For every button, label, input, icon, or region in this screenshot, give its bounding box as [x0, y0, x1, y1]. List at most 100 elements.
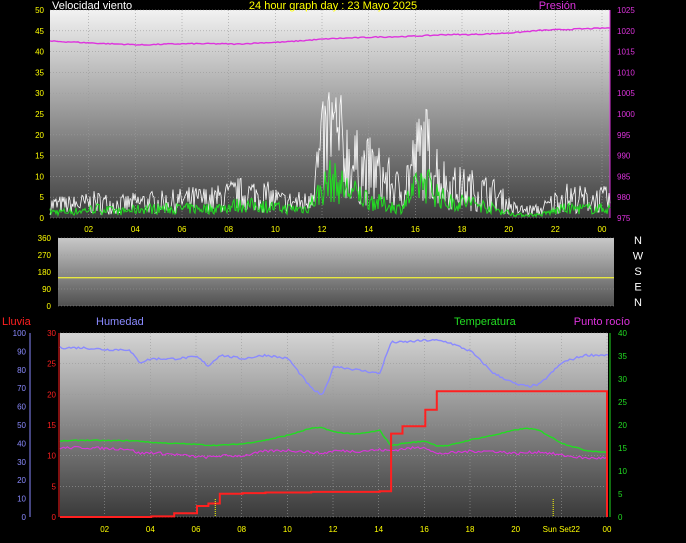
temp-y-tick: 15 [618, 444, 627, 453]
rain-y-tick: 0 [52, 513, 57, 522]
temp-y-tick: 10 [618, 467, 627, 476]
temperature-line [59, 426, 608, 454]
wind-x-tick: 08 [224, 225, 233, 234]
direction-y-tick: 90 [42, 285, 51, 294]
wind-x-tick: 20 [504, 225, 513, 234]
temp-x-tick: 18 [466, 525, 475, 534]
wind-x-tick: 12 [318, 225, 327, 234]
pressure-y-tick: 1005 [617, 89, 635, 98]
wind-x-tick: 02 [84, 225, 93, 234]
rain-y-tick: 30 [47, 329, 56, 338]
wind-y-tick: 0 [40, 214, 45, 223]
wind-x-tick: 18 [458, 225, 467, 234]
wind-y-tick: 40 [35, 48, 44, 57]
humidity-label: Humedad [96, 316, 144, 328]
rain-y-tick: 5 [52, 482, 57, 491]
temp-x-tick: Sun Set22 [543, 525, 581, 534]
wind-y-tick: 45 [35, 27, 44, 36]
pressure-y-tick: 995 [617, 131, 631, 140]
wind-y-tick: 35 [35, 68, 44, 77]
compass-letter: E [634, 282, 641, 294]
pressure-y-axis-ticks: 975 980 985 990 995 1000 1005 1010 1015 1020 1025 [609, 6, 635, 223]
pressure-y-tick: 1025 [617, 6, 635, 15]
wind-title: Velocidad viento [52, 0, 132, 12]
wind-y-axis-ticks: 0 5 10 15 20 25 30 35 40 45 50 [35, 6, 44, 223]
pressure-y-tick: 1000 [617, 110, 635, 119]
temp-y-tick: 5 [618, 490, 623, 499]
direction-y-tick: 360 [38, 234, 52, 243]
temp-y-tick: 40 [618, 329, 627, 338]
wind-y-tick: 10 [35, 172, 44, 181]
pressure-y-tick: 1015 [617, 48, 635, 57]
temp-y-tick: 35 [618, 352, 627, 361]
temp-x-tick: 06 [192, 525, 201, 534]
temp-x-tick: 02 [100, 525, 109, 534]
temp-series [59, 338, 609, 518]
wind-y-tick: 15 [35, 152, 44, 161]
pressure-y-tick: 1010 [617, 68, 635, 77]
humidity-y-tick: 30 [17, 458, 26, 467]
humidity-y-axis-ticks: 0 10 20 30 40 50 60 70 80 90 100 [13, 329, 31, 522]
humidity-line [59, 338, 609, 396]
pressure-title: Presión [539, 0, 576, 12]
temp-y-axis-ticks: 0 5 10 15 20 25 30 35 40 [609, 329, 627, 522]
direction-y-tick: 270 [38, 251, 52, 260]
temp-y-tick: 30 [618, 375, 627, 384]
wind-y-tick: 20 [35, 131, 44, 140]
rain-y-tick: 20 [47, 390, 56, 399]
pressure-y-tick: 1020 [617, 27, 635, 36]
temp-y-tick: 25 [618, 398, 627, 407]
pressure-y-tick: 985 [617, 172, 631, 181]
temp-x-tick: 08 [237, 525, 246, 534]
temp-x-tick: 16 [420, 525, 429, 534]
temp-y-tick: 0 [618, 513, 623, 522]
direction-y-tick: 0 [47, 302, 52, 311]
compass-letter: S [634, 266, 641, 278]
direction-y-tick: 180 [38, 268, 52, 277]
pressure-y-tick: 990 [617, 152, 631, 161]
rain-line [60, 390, 608, 518]
rain-y-axis-ticks: 0 5 10 15 20 25 30 [47, 329, 60, 522]
humidity-y-tick: 60 [17, 403, 26, 412]
wind-x-tick: 10 [271, 225, 280, 234]
temp-x-tick: 12 [329, 525, 338, 534]
wind-y-tick: 25 [35, 110, 44, 119]
rain-y-tick: 10 [47, 452, 56, 461]
humidity-y-tick: 40 [17, 439, 26, 448]
chart-title: 24 hour graph day : 23 Mayo 2025 [249, 0, 417, 12]
humidity-y-tick: 100 [13, 329, 27, 338]
humidity-y-tick: 50 [17, 421, 26, 430]
wind-y-tick: 50 [35, 6, 44, 15]
humidity-y-tick: 0 [22, 513, 27, 522]
temp-x-tick: 10 [283, 525, 292, 534]
wind-x-tick: 06 [178, 225, 187, 234]
wind-y-tick: 5 [40, 193, 45, 202]
pressure-y-tick: 980 [617, 193, 631, 202]
wind-avg-line [49, 160, 611, 219]
dewpoint-label: Punto rocío [574, 316, 630, 328]
humidity-y-tick: 20 [17, 476, 26, 485]
wind-x-tick: 16 [411, 225, 420, 234]
wind-x-tick: 22 [551, 225, 560, 234]
temp-grid [60, 332, 608, 518]
pressure-y-tick: 975 [617, 214, 631, 223]
humidity-y-tick: 70 [17, 384, 26, 393]
temp-x-tick: 14 [374, 525, 383, 534]
humidity-y-tick: 80 [17, 366, 26, 375]
wind-x-tick: 14 [364, 225, 373, 234]
wind-gust-line [49, 92, 611, 216]
wind-x-tick: 00 [598, 225, 607, 234]
temperature-label: Temperatura [454, 316, 517, 328]
temp-y-tick: 20 [618, 421, 627, 430]
compass-letter: N [634, 235, 642, 247]
wind-x-axis-ticks: 02 04 06 08 10 12 14 16 18 20 22 00 [84, 225, 607, 234]
compass-letter: W [633, 251, 644, 263]
wind-grid [50, 9, 610, 219]
compass-letter: N [634, 297, 642, 309]
rain-y-tick: 25 [47, 360, 56, 369]
temp-x-axis-ticks: 02 04 06 08 10 12 14 16 18 20 Sun Set22 00 [100, 525, 612, 534]
rain-label: Lluvia [2, 316, 32, 328]
direction-y-axis-ticks: 0 90 180 270 360 [38, 234, 52, 311]
